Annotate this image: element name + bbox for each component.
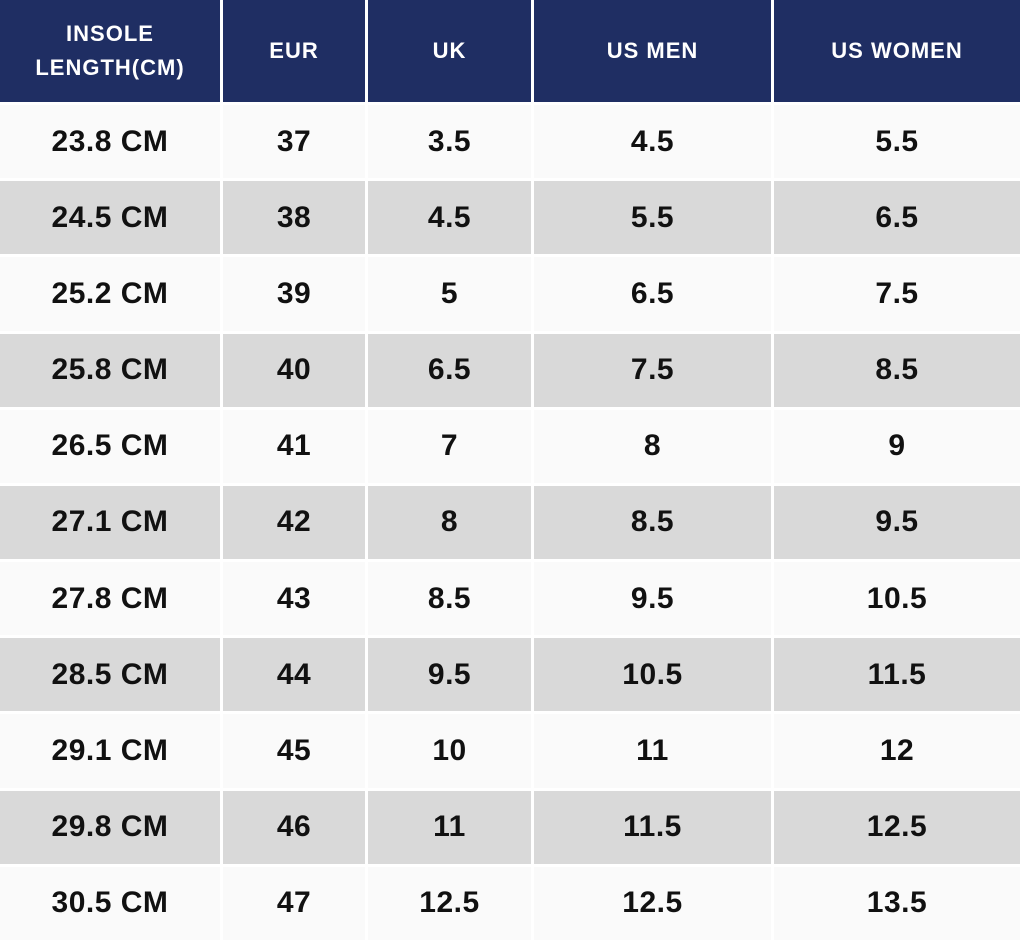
size-cell-row3-us-men: 6.5 [534, 257, 771, 331]
size-cell-row8-eur: 44 [223, 638, 365, 712]
size-cell-row4-insole-length-cm: 25.8 CM [0, 333, 220, 407]
size-cell-row2-eur: 38 [223, 181, 365, 255]
size-cell-row5-insole-length-cm: 26.5 CM [0, 409, 220, 483]
size-cell-row1-insole-length-cm: 23.8 CM [0, 105, 220, 179]
size-cell-row3-eur: 39 [223, 257, 365, 331]
size-cell-row4-eur: 40 [223, 333, 365, 407]
size-cell-row5-us-women: 9 [774, 409, 1020, 483]
column-header-us-men: US MEN [534, 0, 771, 102]
size-cell-row11-eur: 47 [223, 866, 365, 940]
size-cell-row7-us-men: 9.5 [534, 562, 771, 636]
size-cell-row6-us-women: 9.5 [774, 485, 1020, 560]
size-cell-row8-uk: 9.5 [368, 638, 531, 712]
size-cell-row1-us-men: 4.5 [534, 105, 771, 179]
size-cell-row10-uk: 11 [368, 790, 531, 864]
size-cell-row10-eur: 46 [223, 790, 365, 864]
size-cell-row10-insole-length-cm: 29.8 CM [0, 790, 220, 864]
size-cell-row4-us-women: 8.5 [774, 333, 1020, 407]
size-cell-row7-insole-length-cm: 27.8 CM [0, 562, 220, 636]
column-header-insole-length-cm: INSOLE LENGTH(CM) [0, 0, 220, 102]
size-cell-row9-insole-length-cm: 29.1 CM [0, 714, 220, 788]
size-cell-row9-us-men: 11 [534, 714, 771, 788]
size-cell-row2-uk: 4.5 [368, 181, 531, 255]
size-cell-row11-insole-length-cm: 30.5 CM [0, 866, 220, 940]
size-cell-row11-us-men: 12.5 [534, 866, 771, 940]
size-cell-row7-us-women: 10.5 [774, 562, 1020, 636]
size-cell-row1-us-women: 5.5 [774, 105, 1020, 179]
size-cell-row2-insole-length-cm: 24.5 CM [0, 181, 220, 255]
size-cell-row4-us-men: 7.5 [534, 333, 771, 407]
size-cell-row4-uk: 6.5 [368, 333, 531, 407]
size-cell-row5-uk: 7 [368, 409, 531, 483]
size-cell-row3-uk: 5 [368, 257, 531, 331]
size-cell-row9-us-women: 12 [774, 714, 1020, 788]
size-cell-row5-eur: 41 [223, 409, 365, 483]
size-cell-row11-us-women: 13.5 [774, 866, 1020, 940]
size-cell-row3-insole-length-cm: 25.2 CM [0, 257, 220, 331]
size-cell-row8-us-men: 10.5 [534, 638, 771, 712]
size-cell-row1-eur: 37 [223, 105, 365, 179]
size-cell-row10-us-men: 11.5 [534, 790, 771, 864]
size-cell-row7-uk: 8.5 [368, 562, 531, 636]
size-cell-row2-us-men: 5.5 [534, 181, 771, 255]
size-cell-row9-eur: 45 [223, 714, 365, 788]
column-header-eur: EUR [223, 0, 365, 102]
column-header-us-women: US WOMEN [774, 0, 1020, 102]
size-cell-row6-us-men: 8.5 [534, 485, 771, 560]
size-cell-row9-uk: 10 [368, 714, 531, 788]
size-cell-row11-uk: 12.5 [368, 866, 531, 940]
size-cell-row6-uk: 8 [368, 485, 531, 560]
size-cell-row7-eur: 43 [223, 562, 365, 636]
size-cell-row6-insole-length-cm: 27.1 CM [0, 485, 220, 560]
size-cell-row8-insole-length-cm: 28.5 CM [0, 638, 220, 712]
size-cell-row1-uk: 3.5 [368, 105, 531, 179]
column-header-uk: UK [368, 0, 531, 102]
size-cell-row10-us-women: 12.5 [774, 790, 1020, 864]
size-cell-row2-us-women: 6.5 [774, 181, 1020, 255]
size-cell-row6-eur: 42 [223, 485, 365, 560]
size-cell-row5-us-men: 8 [534, 409, 771, 483]
size-cell-row3-us-women: 7.5 [774, 257, 1020, 331]
size-cell-row8-us-women: 11.5 [774, 638, 1020, 712]
